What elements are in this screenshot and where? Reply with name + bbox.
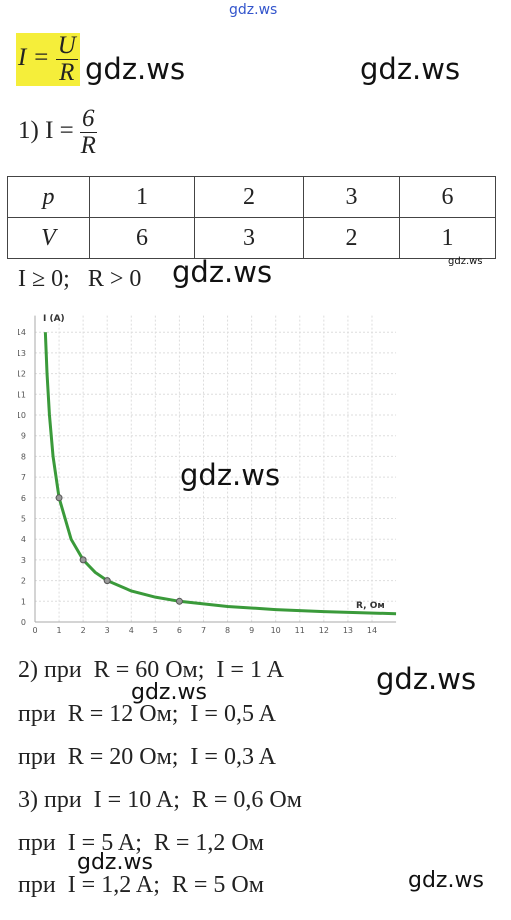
x-tick-label: 4 (129, 626, 134, 635)
text-line: 3) при I = 10 A; R = 0,6 Ом (18, 787, 302, 813)
text-line: при R = 20 Ом; I = 0,3 A (18, 744, 276, 770)
point (175, 597, 183, 605)
x-tick-label: 3 (105, 626, 110, 635)
watermark: gdz.ws (77, 850, 153, 875)
denominator: R (80, 132, 96, 159)
x-tick-label: 12 (319, 626, 329, 635)
watermark: gdz.ws (448, 256, 483, 267)
x-tick-label: 7 (201, 626, 206, 635)
table-cell: 2 (194, 176, 304, 218)
text-line: при R = 12 Ом; I = 0,5 A (18, 701, 276, 727)
curve (43, 332, 397, 616)
watermark: gdz.ws (229, 2, 278, 18)
point (103, 577, 111, 585)
numerator: 6 (80, 105, 97, 133)
y-tick-label: 13 (18, 349, 26, 358)
step1-left: 1) I = (18, 117, 74, 145)
watermark: gdz.ws (376, 662, 477, 696)
watermark: gdz.ws (408, 868, 484, 893)
y-tick-label: 12 (18, 370, 26, 379)
text-line: при I = 1,2 A; R = 5 Ом (18, 872, 264, 898)
x-tick-label: 2 (81, 626, 86, 635)
watermark: gdz.ws (180, 458, 281, 492)
table-cell: p (7, 176, 90, 218)
x-tick-label: 8 (225, 626, 230, 635)
y-tick-label: 0 (21, 618, 26, 627)
x-tick-label: 14 (367, 626, 377, 635)
y-tick-label: 1 (21, 597, 26, 606)
x-tick-label: 10 (271, 626, 281, 635)
numerator: U (55, 32, 78, 60)
x-tick-label: 0 (32, 626, 37, 635)
table-cell: 6 (89, 217, 195, 259)
x-tick-label: 9 (249, 626, 254, 635)
table-cell: 1 (399, 217, 496, 259)
x-tick-label: 13 (343, 626, 353, 635)
chart: 0 1 2 3 4 5 6 7 8 9 10 11 12 13 1401234567891011121314… (18, 314, 397, 635)
text-line: 2) при R = 60 Ом; I = 1 A (18, 657, 284, 683)
y-tick-label: 10 (18, 411, 26, 420)
y-tick-label: 14 (18, 328, 26, 337)
table-cell: V (7, 217, 90, 259)
y-tick-label: 9 (21, 432, 26, 441)
watermark: gdz.ws (85, 52, 186, 86)
table-cell: 2 (303, 217, 400, 259)
formula-left: I = (18, 44, 50, 72)
x-axis-label: R, Ом (356, 601, 385, 611)
table-cell: 6 (399, 176, 496, 218)
y-tick-label: 8 (21, 452, 26, 461)
point (55, 494, 63, 502)
watermark: gdz.ws (360, 52, 461, 86)
x-tick-label: 6 (177, 626, 182, 635)
table-cell: 3 (194, 217, 304, 259)
x-tick-label: 5 (153, 626, 158, 635)
y-tick-label: 2 (21, 577, 26, 586)
denominator: R (59, 59, 75, 86)
y-tick-label: 4 (21, 535, 26, 544)
x-tick-label: 1 (57, 626, 62, 635)
table-cell: 3 (303, 176, 400, 218)
x-tick-label: 11 (295, 626, 305, 635)
y-tick-label: 3 (21, 556, 26, 565)
text-line: при I = 5 A; R = 1,2 Ом (18, 830, 264, 856)
y-tick-label: 7 (21, 473, 26, 482)
y-tick-label: 11 (18, 390, 26, 399)
y-axis-label: I (A) (43, 314, 65, 324)
y-tick-label: 6 (21, 494, 26, 503)
domain: I ≥ 0; R > 0 (18, 266, 142, 292)
y-tick-label: 5 (21, 515, 26, 524)
watermark: gdz.ws (172, 255, 273, 289)
table-cell: 1 (89, 176, 195, 218)
point (79, 556, 87, 564)
watermark: gdz.ws (131, 680, 207, 705)
